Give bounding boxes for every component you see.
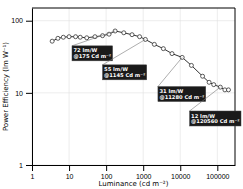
point (207, 80, 211, 84)
y-tick: 1 (19, 162, 32, 169)
y-tick: 10 (15, 90, 32, 97)
x-tick: 10 (66, 165, 74, 180)
y-axis-title: Power Efficiency (lm W⁻¹) (2, 42, 10, 131)
point (74, 35, 78, 39)
point (50, 39, 54, 43)
annotation-box (103, 65, 147, 80)
y-tick-label: 100 (11, 17, 23, 24)
point (161, 47, 165, 51)
x-tick-mark (143, 165, 144, 171)
point (189, 63, 193, 67)
grid-line-x (143, 8, 144, 165)
x-tick-mark (180, 165, 181, 171)
x-tick-mark (69, 165, 70, 171)
grid (32, 8, 235, 165)
y-axis: 1 10 100 (11, 9, 32, 169)
annotation-arrow (72, 31, 115, 46)
annotation-text: 55 lm/W@1145 Cd m⁻² (104, 66, 145, 78)
annotation-box (190, 111, 241, 126)
chart: 110100100010000100000110100Luminance (cd… (0, 0, 243, 189)
grid-line-y (32, 165, 235, 166)
line (52, 31, 228, 90)
annotation-text: 72 lm/W@175 Cd m⁻² (73, 47, 111, 59)
point (226, 88, 230, 92)
plot: 1 10 100 1000 10000 100000 1 10 100 (11, 8, 235, 180)
x-tick: 100 (101, 165, 113, 180)
x-axis-title: Luminance (cd m⁻²) (99, 180, 169, 188)
grid-line-y (32, 20, 235, 21)
point (78, 35, 82, 39)
grid-line-x (32, 8, 33, 165)
x-tick: 100000 (206, 165, 229, 180)
y-tick: 100 (11, 17, 32, 24)
point (56, 36, 60, 40)
grid-line-x (106, 8, 107, 165)
annotation-text: 12 lm/W@120560 Cd m⁻² (191, 113, 239, 125)
x-tick-label: 100000 (206, 173, 229, 180)
x-axis-line (33, 165, 236, 166)
annotation-arrow (103, 39, 146, 64)
y-axis-line (32, 9, 33, 166)
x-tick-mark (32, 165, 33, 171)
x-tick: 10000 (171, 165, 191, 180)
point (201, 74, 205, 78)
frame-top (32, 8, 235, 9)
y-tick-mark (26, 165, 32, 166)
point (85, 36, 89, 40)
y-tick-mark (26, 93, 32, 94)
frame-right (235, 8, 236, 165)
x-tick-label: 100 (101, 173, 113, 180)
series (50, 29, 230, 92)
x-tick: 1 (31, 165, 35, 180)
point (170, 52, 174, 56)
annotations: 72 lm/W@175 Cd m⁻² 55 lm/W@1145 Cd m⁻² 31 … (72, 31, 241, 126)
point (152, 42, 156, 46)
x-tick-label: 10 (66, 173, 74, 180)
x-tick-label: 1000 (136, 173, 152, 180)
point (67, 35, 71, 39)
grid-line-x (69, 8, 70, 165)
y-tick-label: 10 (15, 90, 23, 97)
x-axis: 1 10 100 1000 10000 100000 (31, 165, 236, 180)
point (122, 31, 126, 35)
point (61, 35, 65, 39)
point (212, 83, 216, 87)
x-tick-label: 10000 (171, 173, 191, 180)
x-tick: 1000 (136, 165, 152, 180)
annotation-arrow (190, 87, 221, 111)
y-tick-mark (26, 21, 32, 22)
x-tick-label: 1 (31, 173, 35, 180)
x-tick-mark (106, 165, 107, 171)
annotation-arrow (158, 57, 182, 86)
point (138, 35, 142, 39)
annotation-box (72, 46, 113, 61)
annotation-text: 31 lm/W@11280 Cd m⁻² (159, 88, 204, 100)
annotation-box (158, 87, 206, 102)
point (130, 33, 134, 37)
y-tick-label: 1 (19, 162, 23, 169)
x-tick-mark (217, 165, 218, 171)
